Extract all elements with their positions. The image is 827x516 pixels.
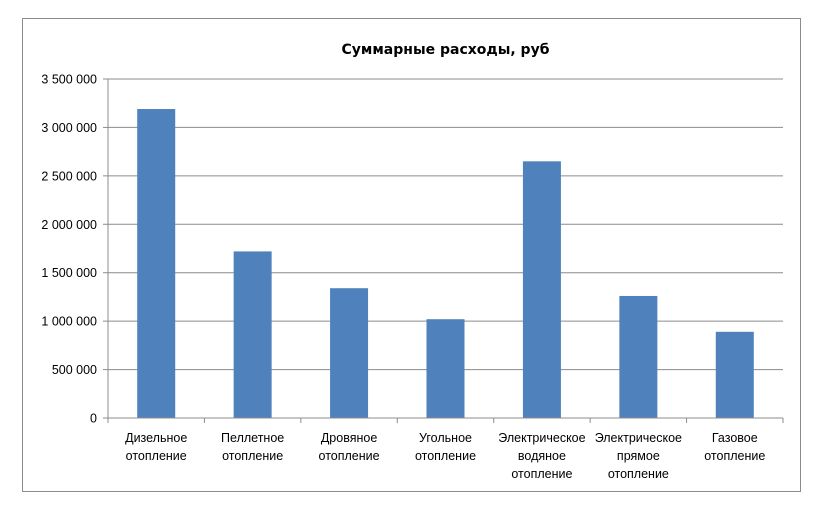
category-label: Угольное отопление [415,431,476,463]
y-tick-label: 500 000 [52,363,97,377]
chart-title: Суммарные расходы, руб [342,42,550,58]
bar [715,331,754,418]
bar [137,109,176,419]
category-label: Газовое отопление [704,431,765,463]
category-label: Дровяное отопление [319,431,380,463]
category-labels: Дизельное отопление Пеллетное отопление Дров… [125,431,765,481]
category-label: Дизельное отопление [125,431,187,463]
y-tick-label: 3 000 000 [41,121,97,135]
category-label: Пеллетное отопление [221,431,284,463]
bar [426,319,465,418]
bar [330,288,369,418]
bars [137,109,754,419]
y-axis-ticks: 0 500 000 1 000 000 1 500 000 2 000 000 2 500… [41,73,108,426]
y-tick-label: 1 000 000 [41,315,97,329]
chart-frame: Суммарные расходы, руб 0 500 000 1 000 000… [22,18,801,492]
category-label: Электрическое водяное отопление [498,431,585,481]
y-tick-label: 0 [90,412,97,426]
y-tick-label: 2 500 000 [41,169,97,183]
y-tick-label: 1 500 000 [41,266,97,280]
y-tick-label: 2 000 000 [41,218,97,232]
bar-chart: Суммарные расходы, руб 0 500 000 1 000 000… [41,42,784,481]
bar [233,251,272,418]
bar [522,161,561,419]
x-axis [107,79,784,423]
y-tick-label: 3 500 000 [41,73,97,87]
bar [619,295,658,418]
category-label: Электрическое прямое отопление [595,431,682,481]
